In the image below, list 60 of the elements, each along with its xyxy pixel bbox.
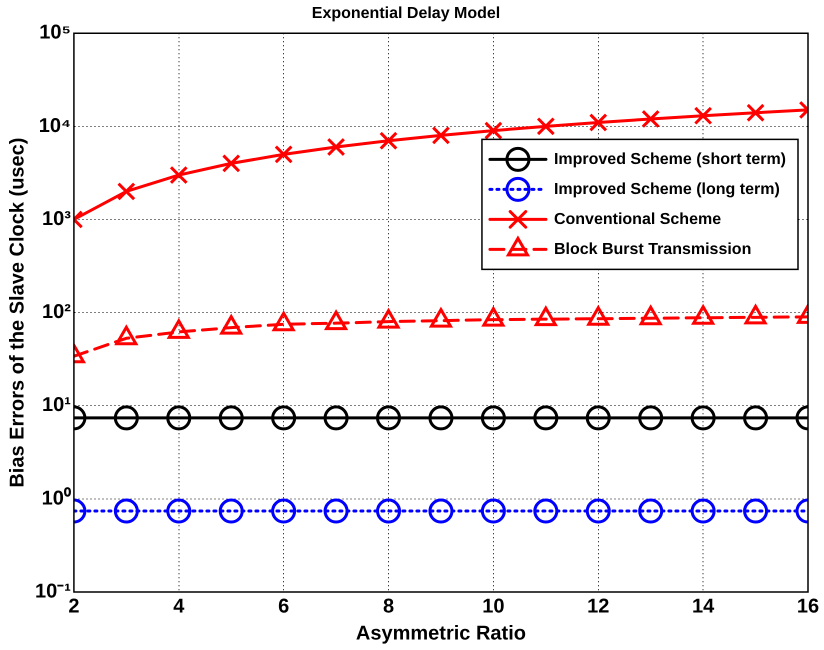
point — [586, 405, 611, 430]
point — [432, 126, 450, 145]
x-tick-label: 2 — [68, 596, 80, 618]
x-tick-label: 4 — [173, 596, 186, 618]
point — [533, 405, 558, 430]
point — [480, 405, 506, 430]
point — [484, 121, 503, 140]
x-tick-label: 16 — [796, 596, 820, 618]
point — [690, 498, 716, 524]
y-tick-label: 10¹ — [42, 394, 72, 416]
point — [271, 405, 296, 430]
legend-label: Conventional Scheme — [554, 210, 722, 228]
y-tick-label: 10⁴ — [38, 114, 71, 137]
x-tick-label: 8 — [382, 596, 394, 618]
point — [117, 182, 136, 201]
point — [324, 498, 349, 524]
point — [114, 498, 139, 524]
point — [222, 154, 240, 173]
point — [536, 117, 556, 136]
x-tick-label: 6 — [278, 596, 290, 618]
point — [586, 498, 611, 524]
x-tick-label: 12 — [587, 596, 610, 618]
point — [743, 405, 768, 430]
point — [166, 405, 192, 430]
point — [690, 405, 716, 430]
point — [218, 405, 244, 430]
point — [638, 405, 664, 430]
point — [480, 498, 506, 524]
point — [170, 166, 188, 184]
y-tick-label: 10² — [42, 301, 72, 324]
point — [746, 103, 765, 122]
legend-label: Block Burst Transmission — [554, 240, 752, 258]
point — [326, 138, 346, 156]
y-tick-label: 10³ — [42, 208, 72, 230]
point — [324, 405, 349, 430]
point — [166, 498, 192, 524]
point — [638, 498, 664, 524]
point — [428, 405, 454, 430]
y-tick-label: 10⁰ — [42, 486, 71, 510]
point — [588, 113, 608, 132]
chart-title: Exponential Delay Model — [312, 5, 500, 22]
x-tick-label: 14 — [692, 596, 716, 618]
point — [379, 131, 398, 150]
point — [533, 498, 558, 524]
legend-label: Improved Scheme (long term) — [554, 180, 780, 198]
point — [376, 405, 402, 430]
point — [743, 498, 768, 524]
point — [641, 110, 660, 128]
y-axis-title: Bias Errors of the Slave Clock (usec) — [6, 138, 29, 488]
legend-label: Improved Scheme (short term) — [554, 150, 786, 168]
point — [376, 498, 402, 524]
point — [218, 498, 244, 524]
y-tick-label: 10⁵ — [39, 22, 71, 44]
point — [274, 145, 293, 164]
x-axis-title: Asymmetric Ratio — [356, 622, 526, 645]
point — [428, 498, 454, 524]
point — [694, 106, 712, 125]
point — [114, 405, 139, 430]
x-tick-label: 10 — [482, 596, 505, 618]
point — [271, 498, 296, 524]
